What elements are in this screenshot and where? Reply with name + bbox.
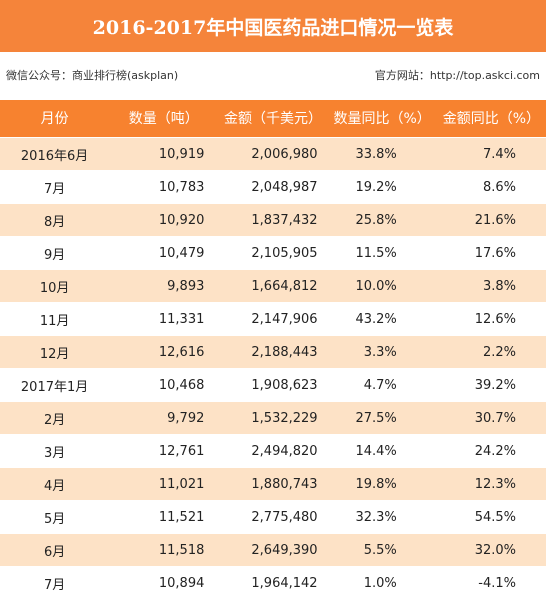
table-cell: 11,331 bbox=[109, 302, 219, 336]
table-cell: 1,880,743 bbox=[218, 467, 328, 501]
table-row: 10月 9,893 1,664,812 10.0% 3.8% bbox=[0, 269, 546, 303]
table-cell: 1,964,142 bbox=[218, 566, 328, 600]
table-cell: 10,783 bbox=[109, 170, 219, 204]
table-row: 3月 12,761 2,494,820 14.4% 24.2% bbox=[0, 434, 546, 468]
table-row: 2016年6月 10,919 2,006,980 33.8% 7.4% bbox=[0, 137, 546, 171]
header-cell: 金额（千美元） bbox=[218, 100, 328, 138]
table-row: 7月 10,894 1,964,142 1.0% -4.1% bbox=[0, 566, 546, 600]
table-row: 4月 11,021 1,880,743 19.8% 12.3% bbox=[0, 467, 546, 501]
table-cell: 1,837,432 bbox=[218, 203, 328, 237]
table-cell: 10,468 bbox=[109, 368, 219, 402]
table-cell: 2,006,980 bbox=[218, 137, 328, 171]
table-cell: 2017年1月 bbox=[0, 368, 110, 402]
table-cell: 12.6% bbox=[436, 302, 546, 336]
table-cell: 32.3% bbox=[327, 500, 437, 534]
table-cell: 9,792 bbox=[109, 401, 219, 435]
table-cell: 11.5% bbox=[327, 236, 437, 270]
table-cell: 3.3% bbox=[327, 335, 437, 369]
table-cell: 12,761 bbox=[109, 434, 219, 468]
table-cell: 27.5% bbox=[327, 401, 437, 435]
table-cell: 11,021 bbox=[109, 467, 219, 501]
table-cell: 7月 bbox=[0, 170, 110, 204]
table-cell: 6月 bbox=[0, 533, 110, 567]
table-cell: 2.2% bbox=[436, 335, 546, 369]
table-cell: 19.2% bbox=[327, 170, 437, 204]
table-cell: 2,105,905 bbox=[218, 236, 328, 270]
table-cell: 10,894 bbox=[109, 566, 219, 600]
table-cell: 8月 bbox=[0, 203, 110, 237]
table-cell: 10,479 bbox=[109, 236, 219, 270]
table-cell: 10,920 bbox=[109, 203, 219, 237]
table-row: 9月 10,479 2,105,905 11.5% 17.6% bbox=[0, 236, 546, 270]
table-cell: 4月 bbox=[0, 467, 110, 501]
table-cell: 2,649,390 bbox=[218, 533, 328, 567]
table-cell: 2,188,443 bbox=[218, 335, 328, 369]
table-cell: 33.8% bbox=[327, 137, 437, 171]
table-row: 2月 9,792 1,532,229 27.5% 30.7% bbox=[0, 401, 546, 435]
table-cell: 10月 bbox=[0, 269, 110, 303]
table-cell: 1,908,623 bbox=[218, 368, 328, 402]
table-cell: 11月 bbox=[0, 302, 110, 336]
header-cell: 金额同比（%） bbox=[436, 100, 546, 138]
source-row: 微信公众号：商业排行榜(askplan) 官方网站：http://top.ask… bbox=[0, 52, 546, 100]
table-cell: 32.0% bbox=[436, 533, 546, 567]
table-cell: 12.3% bbox=[436, 467, 546, 501]
table-cell: 2月 bbox=[0, 401, 110, 435]
table-cell: 1,664,812 bbox=[218, 269, 328, 303]
table-cell: 1,532,229 bbox=[218, 401, 328, 435]
table-row: 6月 11,518 2,649,390 5.5% 32.0% bbox=[0, 533, 546, 567]
table-cell: 3.8% bbox=[436, 269, 546, 303]
table-cell: 12月 bbox=[0, 335, 110, 369]
table-cell: 43.2% bbox=[327, 302, 437, 336]
table-cell: 5.5% bbox=[327, 533, 437, 567]
header-row: 月份 数量（吨） 金额（千美元） 数量同比（%） 金额同比（%） bbox=[0, 100, 546, 138]
data-table: 月份 数量（吨） 金额（千美元） 数量同比（%） 金额同比（%） 2016年6月 10,9… bbox=[0, 100, 546, 600]
table-cell: 5月 bbox=[0, 500, 110, 534]
table-cell: 21.6% bbox=[436, 203, 546, 237]
table-row: 2017年1月 10,468 1,908,623 4.7% 39.2% bbox=[0, 368, 546, 402]
table-row: 8月 10,920 1,837,432 25.8% 21.6% bbox=[0, 203, 546, 237]
table-row: 11月 11,331 2,147,906 43.2% 12.6% bbox=[0, 302, 546, 336]
table-row: 12月 12,616 2,188,443 3.3% 2.2% bbox=[0, 335, 546, 369]
table-cell: 2,775,480 bbox=[218, 500, 328, 534]
title: 2016-2017年中国医药品进口情况一览表 bbox=[0, 0, 546, 52]
table-cell: 4.7% bbox=[327, 368, 437, 402]
table-cell: 7.4% bbox=[436, 137, 546, 171]
table-cell: 10.0% bbox=[327, 269, 437, 303]
table-cell: 9,893 bbox=[109, 269, 219, 303]
header-cell: 数量（吨） bbox=[109, 100, 219, 138]
table-cell: 24.2% bbox=[436, 434, 546, 468]
source-left: 微信公众号：商业排行榜(askplan) bbox=[6, 68, 179, 82]
table-cell: 9月 bbox=[0, 236, 110, 270]
table-cell: -4.1% bbox=[436, 566, 546, 600]
table-cell: 3月 bbox=[0, 434, 110, 468]
table-cell: 2,048,987 bbox=[218, 170, 328, 204]
table-cell: 54.5% bbox=[436, 500, 546, 534]
table-row: 7月 10,783 2,048,987 19.2% 8.6% bbox=[0, 170, 546, 204]
table-cell: 14.4% bbox=[327, 434, 437, 468]
table-cell: 11,521 bbox=[109, 500, 219, 534]
source-right: 官方网站：http://top.askci.com bbox=[374, 68, 540, 82]
header-cell: 月份 bbox=[0, 100, 110, 138]
table-cell: 8.6% bbox=[436, 170, 546, 204]
header-cell: 数量同比（%） bbox=[327, 100, 437, 138]
table-body: 2016年6月 10,919 2,006,980 33.8% 7.4% 7月 10,783 2… bbox=[0, 137, 546, 600]
table-cell: 2016年6月 bbox=[0, 137, 110, 171]
table-cell: 30.7% bbox=[436, 401, 546, 435]
table-row: 5月 11,521 2,775,480 32.3% 54.5% bbox=[0, 500, 546, 534]
table-cell: 2,494,820 bbox=[218, 434, 328, 468]
table-cell: 2,147,906 bbox=[218, 302, 328, 336]
table-cell: 12,616 bbox=[109, 335, 219, 369]
table-cell: 7月 bbox=[0, 566, 110, 600]
table-cell: 17.6% bbox=[436, 236, 546, 270]
table-cell: 11,518 bbox=[109, 533, 219, 567]
table-cell: 25.8% bbox=[327, 203, 437, 237]
table-cell: 1.0% bbox=[327, 566, 437, 600]
table-cell: 39.2% bbox=[436, 368, 546, 402]
table-cell: 10,919 bbox=[109, 137, 219, 171]
table-cell: 19.8% bbox=[327, 467, 437, 501]
